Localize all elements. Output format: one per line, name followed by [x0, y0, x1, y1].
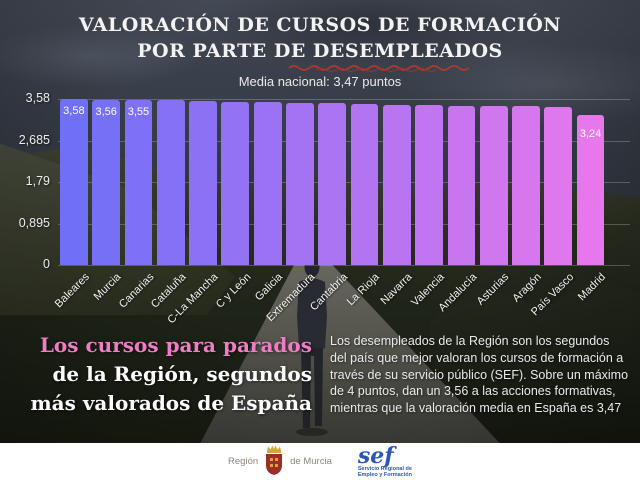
bar-Cataluña	[156, 100, 185, 265]
walker-silhouette	[291, 256, 333, 438]
bar-Canarias: 3,55	[124, 100, 153, 265]
bar-Asturias	[479, 105, 508, 265]
title-line1: VALORACIÓN DE CURSOS DE FORMACIÓN	[78, 14, 562, 36]
bar-Andalucía	[447, 105, 476, 265]
gridline	[58, 265, 630, 266]
bar-value-label: 3,56	[95, 105, 117, 118]
region-murcia-logo: Región de Murcia	[228, 444, 332, 479]
bar-Baleares: 3,58	[60, 99, 88, 265]
footer-logo-bar: Región de Murcia sef Servicio Regional d…	[0, 443, 640, 480]
sef-logo-text: sef	[357, 442, 394, 469]
bar-C y León	[221, 101, 250, 265]
description-paragraph: Los desempleados de la Región son los se…	[330, 334, 629, 416]
bar-C-La Mancha	[189, 100, 217, 265]
sef-logo-sub1: Servicio Regional de	[357, 465, 412, 472]
bar-Galicia	[253, 102, 282, 265]
bar-value-label: 3,55	[127, 106, 150, 119]
bar-País Vasco	[544, 106, 573, 265]
headline: Los cursos para parados de la Región, se…	[18, 331, 312, 418]
bar-Extremadura	[286, 102, 314, 265]
y-tick-label: 2,685	[18, 132, 50, 147]
gridline	[58, 99, 630, 100]
bar-La Rioja	[350, 104, 379, 265]
y-axis-labels: 3,58 2,685 1,79 0,895 0	[0, 91, 50, 271]
murcia-logo-text-left: Región	[228, 456, 259, 467]
headline-line2: de la Región, segundos	[52, 362, 312, 386]
y-tick-label: 0	[43, 257, 50, 271]
bar-value-label: 3,24	[579, 127, 602, 140]
bar-value-label: 3,58	[63, 105, 85, 117]
bar-Valencia	[415, 105, 444, 265]
headline-line1: Los cursos para parados	[39, 333, 312, 357]
murcia-crest-icon	[263, 444, 285, 479]
y-tick-label: 3,58	[25, 91, 50, 105]
red-underline-scribble	[288, 60, 480, 78]
title-line2: POR PARTE DE DESEMPLEADOS	[137, 40, 503, 62]
murcia-logo-text-right: de Murcia	[290, 456, 332, 467]
bar-chart-plot: 3,58 Baleares 3,56 Murcia 3,55 Canarias Catalu…	[52, 99, 630, 326]
y-tick-label: 1,79	[25, 174, 50, 188]
headline-line3: más valorados de España	[30, 391, 312, 415]
page-title: VALORACIÓN DE CURSOS DE FORMACIÓN POR PA…	[0, 12, 640, 64]
sef-logo-sub2: Empleo y Formación	[357, 471, 412, 478]
bar-Aragón	[512, 106, 540, 265]
bar-Navarra	[382, 104, 411, 265]
bar-Madrid: 3,24	[576, 114, 605, 265]
bar-Cantabria	[318, 103, 347, 265]
chart-subtitle: Media nacional: 3,47 puntos	[238, 74, 402, 89]
y-tick-label: 0,895	[18, 215, 50, 230]
sef-logo: sef Servicio Regional de Empleo y Formac…	[357, 442, 412, 478]
bar-Murcia: 3,56	[92, 99, 121, 265]
